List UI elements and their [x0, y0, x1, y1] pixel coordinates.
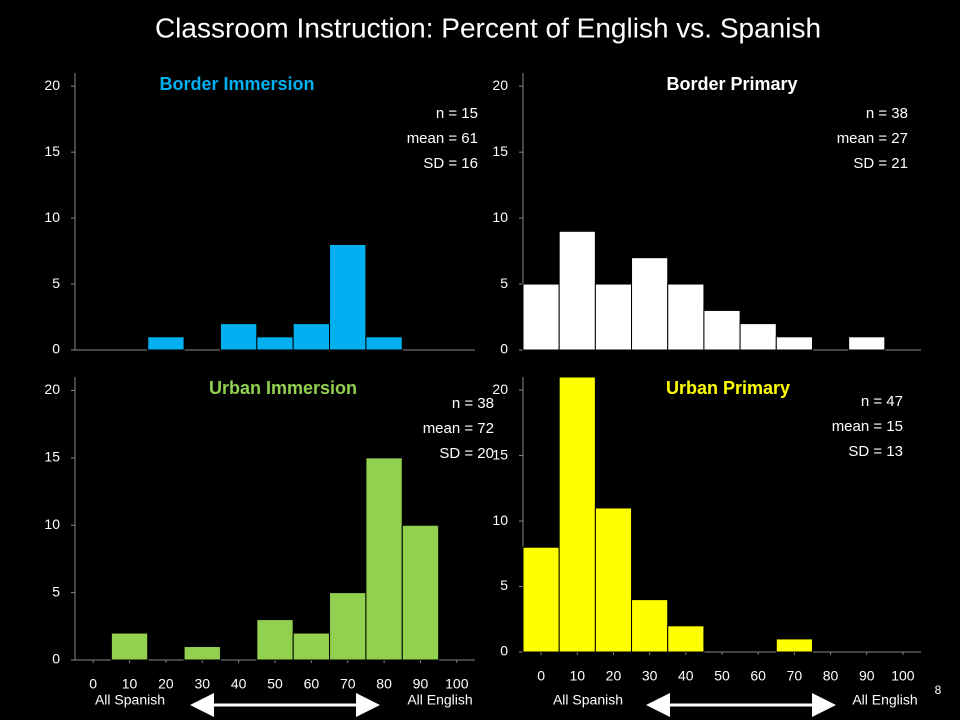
x-tick-label: 70 [787, 668, 803, 684]
y-tick-label: 10 [492, 512, 508, 528]
bar [631, 599, 669, 653]
x-tick-label: 100 [445, 676, 469, 692]
y-tick-label: 0 [52, 341, 60, 357]
x-tick-label: 90 [413, 676, 429, 692]
slide-title: Classroom Instruction: Percent of Englis… [155, 12, 821, 43]
bar [848, 336, 886, 351]
x-tick-label: 80 [376, 676, 392, 692]
bar [147, 336, 185, 351]
panel-title: Urban Immersion [209, 378, 357, 398]
y-tick-label: 5 [500, 275, 508, 291]
bar [775, 638, 813, 653]
bar [739, 323, 777, 351]
stat-annotation: n = 38 [452, 395, 494, 412]
x-tick-label: 0 [537, 668, 545, 684]
x-end-label: All English [407, 692, 472, 708]
x-tick-label: 80 [823, 668, 839, 684]
x-end-label: All English [852, 692, 917, 708]
y-tick-label: 15 [492, 143, 508, 159]
bar [401, 524, 440, 661]
bar [292, 323, 331, 351]
stat-annotation: SD = 21 [853, 155, 908, 172]
x-tick-label: 60 [750, 668, 766, 684]
x-end-label: All Spanish [95, 692, 165, 708]
page-number: 8 [935, 683, 942, 697]
bar [667, 283, 705, 351]
bar [183, 646, 221, 661]
stat-annotation: n = 38 [866, 105, 908, 122]
y-tick-label: 15 [44, 143, 60, 159]
x-tick-label: 90 [859, 668, 875, 684]
x-end-label: All Spanish [553, 692, 623, 708]
y-tick-label: 20 [44, 381, 60, 397]
stat-annotation: n = 47 [861, 393, 903, 410]
bar [631, 257, 669, 351]
stat-annotation: mean = 15 [832, 418, 903, 435]
y-tick-label: 10 [492, 209, 508, 225]
x-tick-label: 30 [194, 676, 210, 692]
x-tick-label: 20 [606, 668, 622, 684]
bar [329, 592, 367, 661]
y-tick-label: 10 [44, 516, 60, 532]
bar [558, 230, 596, 351]
panel-title: Border Immersion [159, 74, 314, 94]
bar [594, 507, 633, 653]
x-tick-label: 60 [304, 676, 320, 692]
y-tick-label: 5 [52, 275, 60, 291]
bar [256, 336, 294, 351]
x-tick-label: 70 [340, 676, 356, 692]
y-tick-label: 20 [492, 77, 508, 93]
bar [365, 457, 403, 661]
bar [522, 283, 560, 351]
x-tick-label: 50 [267, 676, 283, 692]
bar [110, 632, 149, 661]
bar [256, 619, 294, 661]
bar [667, 625, 705, 653]
stat-annotation: SD = 16 [423, 155, 478, 172]
bar [775, 336, 813, 351]
x-tick-label: 50 [714, 668, 730, 684]
panel-title: Urban Primary [666, 378, 790, 398]
y-tick-label: 0 [500, 643, 508, 659]
x-tick-label: 10 [122, 676, 138, 692]
x-tick-label: 0 [89, 676, 97, 692]
y-tick-label: 20 [492, 381, 508, 397]
x-tick-label: 100 [891, 668, 915, 684]
y-tick-label: 10 [44, 209, 60, 225]
bar [219, 323, 258, 351]
stat-annotation: SD = 20 [439, 445, 494, 462]
bar [329, 243, 367, 351]
bar [594, 283, 633, 351]
stat-annotation: n = 15 [436, 105, 478, 122]
panel-title: Border Primary [666, 74, 797, 94]
y-tick-label: 0 [500, 341, 508, 357]
bar [703, 309, 741, 351]
x-tick-label: 30 [642, 668, 658, 684]
bar [292, 632, 331, 661]
y-tick-label: 0 [52, 651, 60, 667]
x-tick-label: 40 [231, 676, 247, 692]
x-tick-label: 40 [678, 668, 694, 684]
y-tick-label: 15 [492, 446, 508, 462]
bar [558, 376, 596, 653]
y-tick-label: 5 [500, 577, 508, 593]
stat-annotation: mean = 27 [837, 130, 908, 147]
x-tick-label: 20 [158, 676, 174, 692]
bar [365, 336, 403, 351]
stat-annotation: mean = 72 [423, 420, 494, 437]
x-tick-label: 10 [569, 668, 585, 684]
y-tick-label: 15 [44, 449, 60, 465]
stat-annotation: mean = 61 [407, 130, 478, 147]
stat-annotation: SD = 13 [848, 443, 903, 460]
y-tick-label: 5 [52, 583, 60, 599]
y-tick-label: 20 [44, 77, 60, 93]
bar [522, 546, 560, 653]
